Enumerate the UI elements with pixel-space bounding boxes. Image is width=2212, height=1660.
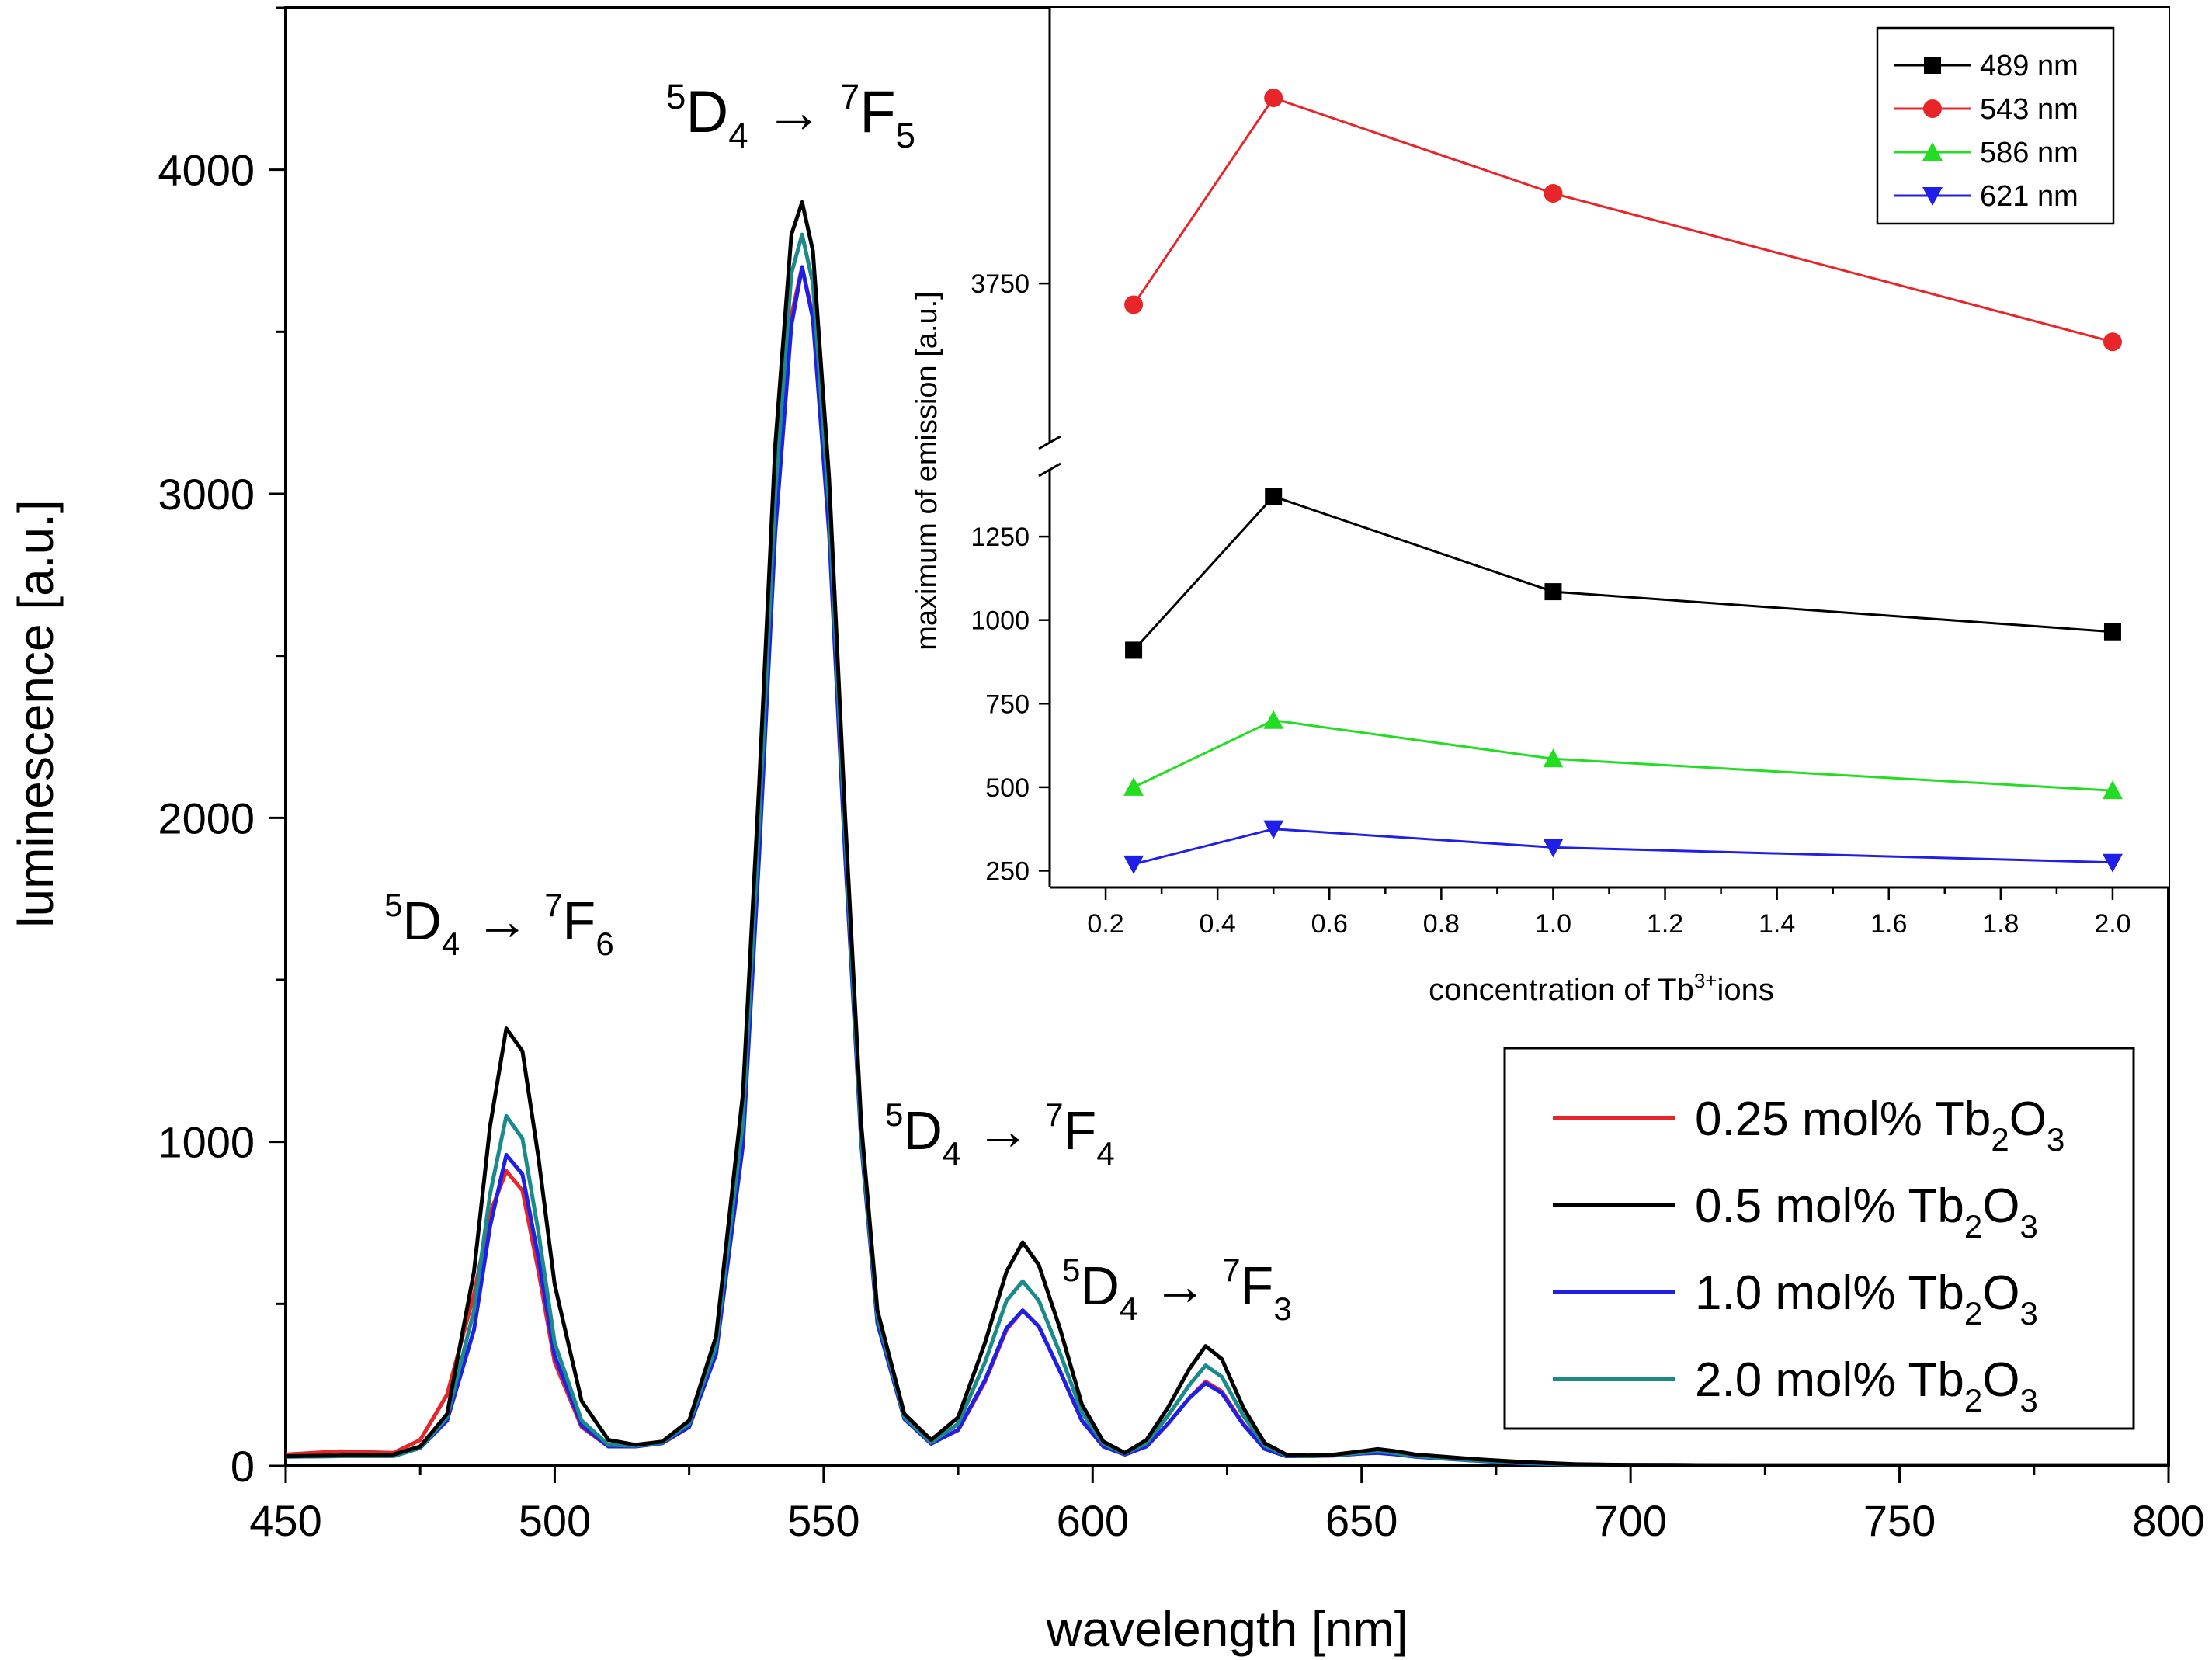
main-y-tick-label: 1000 bbox=[158, 1118, 255, 1167]
inset-legend-label: 586 nm bbox=[1980, 137, 2078, 169]
inset-y-tick-label: 500 bbox=[985, 773, 1030, 803]
main-transition-annotation: 5D4 → 7F5 bbox=[666, 77, 915, 155]
main-x-tick-label: 600 bbox=[1057, 1496, 1129, 1545]
inset-y-axis-label: maximum of emission [a.u.] bbox=[911, 291, 943, 650]
main-x-axis-label: wavelength [nm] bbox=[1045, 1601, 1408, 1657]
main-y-tick-label: 3000 bbox=[158, 470, 255, 519]
inset-data-point bbox=[1124, 295, 1144, 314]
inset-y-tick-label: 3750 bbox=[971, 269, 1030, 299]
inset-series-line bbox=[1133, 719, 2113, 792]
main-y-tick-label: 4000 bbox=[158, 146, 255, 195]
inset-data-point bbox=[1543, 839, 1564, 858]
inset-y-tick-label: 1000 bbox=[971, 606, 1030, 636]
inset-axis-break-mark bbox=[1038, 462, 1061, 478]
main-legend-label: 2.0 mol% Tb2O3 bbox=[1695, 1353, 2038, 1419]
inset-data-point bbox=[1123, 855, 1144, 874]
main-legend-label: 1.0 mol% Tb2O3 bbox=[1695, 1266, 2038, 1332]
inset-y-tick-label: 750 bbox=[985, 689, 1030, 719]
inset-x-tick-label: 0.6 bbox=[1311, 909, 1348, 939]
inset-legend-marker bbox=[1922, 142, 1943, 161]
inset-x-tick-label: 1.2 bbox=[1647, 909, 1683, 939]
inset-data-point bbox=[2103, 623, 2121, 641]
main-plot: 450 500 550 600 650 700 750 800 0 1000 2000 3000 400… bbox=[8, 6, 2205, 1657]
inset-x-tick-label: 1.8 bbox=[1982, 909, 2019, 939]
inset-data-point bbox=[1263, 820, 1284, 839]
inset-x-axis-label: concentration of Tb3+ions bbox=[1429, 969, 1774, 1007]
main-x-tick-label: 700 bbox=[1594, 1496, 1666, 1545]
inset-legend-marker bbox=[1922, 187, 1943, 206]
inset-y-tick-label: 250 bbox=[985, 856, 1030, 886]
inset-legend-label: 621 nm bbox=[1980, 180, 2078, 213]
inset-x-tick-label: 0.2 bbox=[1087, 909, 1123, 939]
inset-legend-label: 543 nm bbox=[1980, 93, 2078, 126]
main-y-tick-label: 0 bbox=[231, 1442, 255, 1491]
main-y-axis-label: luminescence [a.u.] bbox=[8, 499, 64, 927]
inset-axis-break-mark bbox=[1038, 435, 1061, 450]
inset-x-tick-label: 0.4 bbox=[1200, 909, 1236, 939]
inset-data-point bbox=[1125, 641, 1143, 659]
main-x-tick-label: 800 bbox=[2132, 1496, 2204, 1545]
inset-legend-label: 489 nm bbox=[1980, 50, 2078, 82]
main-y-tick-label: 2000 bbox=[158, 794, 255, 842]
main-legend-box bbox=[1503, 1047, 2135, 1430]
main-transition-annotation: 5D4 → 7F4 bbox=[885, 1096, 1115, 1172]
inset-x-tick-label: 1.6 bbox=[1870, 909, 1907, 939]
main-transition-annotation: 5D4 → 7F6 bbox=[384, 887, 614, 962]
main-x-tick-label: 650 bbox=[1325, 1496, 1398, 1545]
main-legend-label: 0.25 mol% Tb2O3 bbox=[1695, 1092, 2064, 1158]
inset-data-point bbox=[1543, 748, 1564, 768]
inset-x-tick-label: 1.4 bbox=[1759, 909, 1795, 939]
main-legend-label: 0.5 mol% Tb2O3 bbox=[1695, 1179, 2038, 1245]
main-x-tick-label: 500 bbox=[519, 1496, 591, 1545]
inset-data-point bbox=[1265, 488, 1283, 505]
main-x-tick-label: 750 bbox=[1863, 1496, 1936, 1545]
main-transition-annotation: 5D4 → 7F3 bbox=[1062, 1252, 1292, 1327]
main-series-line bbox=[285, 200, 2169, 1467]
inset-data-point bbox=[1544, 184, 1563, 203]
inset-legend-box bbox=[1876, 26, 2115, 225]
inset-data-point bbox=[1123, 776, 1144, 796]
inset-legend-marker bbox=[1924, 57, 1941, 74]
inset-y-tick-label: 1250 bbox=[971, 523, 1030, 552]
inset-series-line bbox=[1132, 96, 2113, 343]
inset-data-point bbox=[2102, 780, 2123, 800]
inset-data-point bbox=[1264, 89, 1283, 108]
inset-data-point bbox=[1544, 583, 1562, 601]
inset-x-tick-label: 2.0 bbox=[2094, 909, 2130, 939]
inset-x-tick-label: 0.8 bbox=[1423, 909, 1460, 939]
inset-series-line bbox=[1133, 828, 2113, 866]
inset-data-point bbox=[2103, 332, 2122, 352]
main-x-tick-label: 550 bbox=[787, 1496, 859, 1545]
inset-data-point bbox=[2102, 853, 2123, 873]
main-x-tick-label: 450 bbox=[249, 1496, 321, 1545]
inset-legend-marker bbox=[1923, 99, 1942, 118]
inset-plot: 0.2 0.4 0.6 0.8 1.0 1.2 1.4 1.6 1.8 2.0 250 500 750 1… bbox=[911, 8, 2169, 1007]
inset-x-tick-label: 1.0 bbox=[1535, 909, 1571, 939]
inset-data-point bbox=[1263, 710, 1284, 729]
inset-series-line bbox=[1132, 495, 2113, 651]
